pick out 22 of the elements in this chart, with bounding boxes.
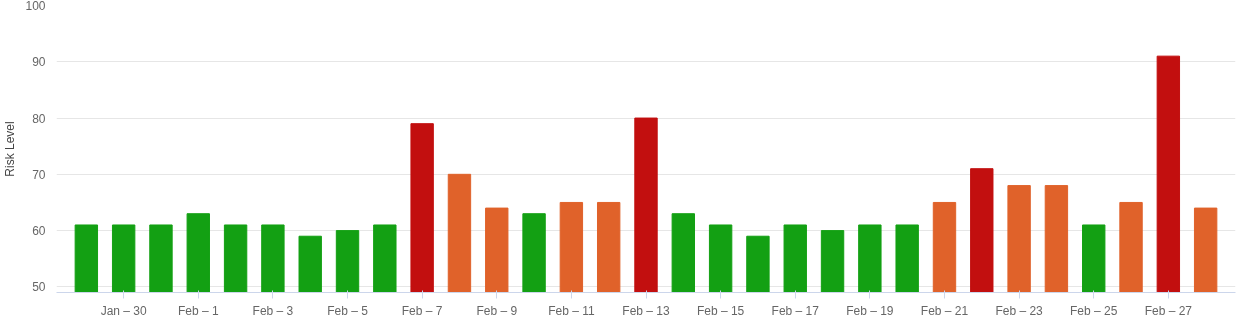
x-tick-label: Feb – 11 — [548, 303, 595, 318]
x-tick-label: Feb – 5 — [327, 303, 369, 318]
x-tick-label: Feb – 27 — [1144, 303, 1193, 318]
x-tick-label: Feb – 25 — [1070, 303, 1118, 318]
x-tick-label: Feb – 21 — [920, 303, 969, 318]
y-axis-title: Risk Level — [3, 121, 18, 177]
x-tick-label: Feb – 23 — [995, 303, 1044, 318]
x-tick-label: Feb – 17 — [771, 303, 820, 318]
x-tick-label: Feb – 15 — [696, 303, 745, 318]
x-tick-label: Feb – 9 — [476, 303, 518, 318]
y-tick-label: 60 — [32, 224, 46, 239]
y-tick-label: 70 — [32, 167, 46, 182]
y-tick-label: 50 — [32, 280, 46, 295]
x-tick-label: Feb – 3 — [252, 303, 294, 318]
x-tick-label: Feb – 19 — [846, 303, 894, 318]
x-tick-label: Feb – 1 — [177, 303, 219, 318]
y-tick-label: 80 — [32, 111, 46, 126]
x-tick-label: Feb – 13 — [622, 303, 671, 318]
x-tick-label: Feb – 7 — [401, 303, 443, 318]
y-tick-label: 100 — [25, 0, 46, 13]
y-tick-label: 90 — [32, 55, 46, 70]
x-tick-label: Jan – 30 — [100, 303, 147, 318]
